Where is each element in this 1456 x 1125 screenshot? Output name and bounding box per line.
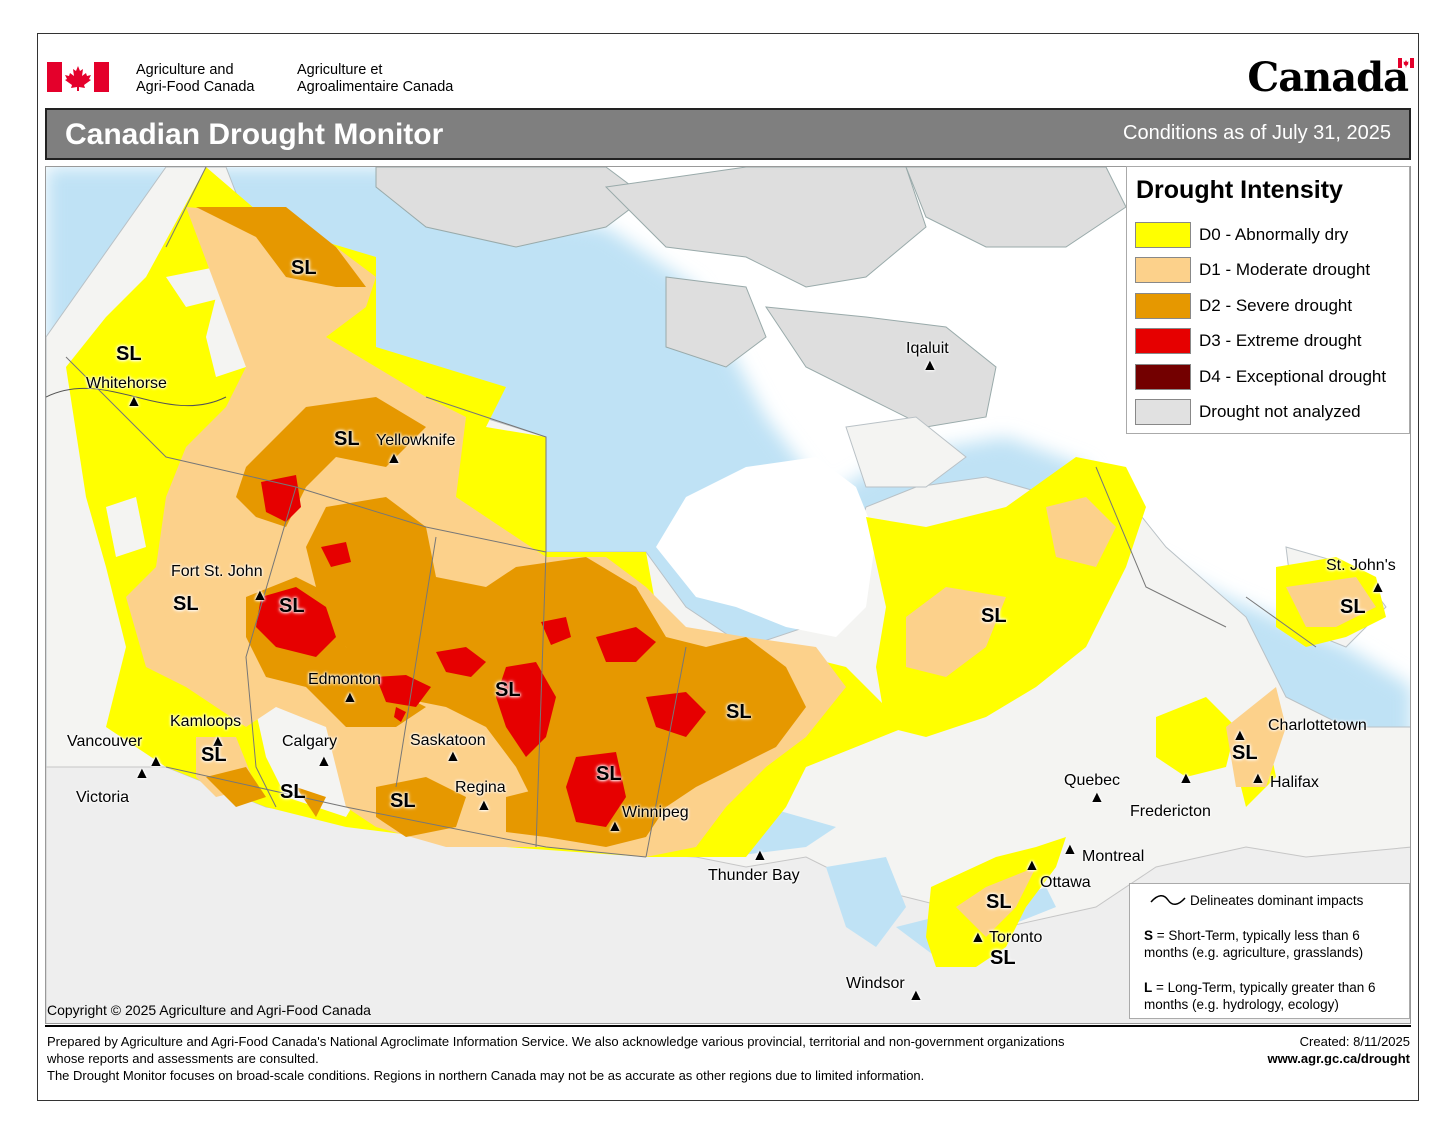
city-marker-yellowknife: ▲: [386, 450, 402, 467]
hudson-bay: [656, 457, 876, 637]
city-label-toronto: Toronto: [989, 929, 1043, 946]
city-label-ottawa: Ottawa: [1040, 874, 1091, 891]
city-marker-calgary: ▲: [316, 753, 332, 770]
impact-delineation-line: [46, 387, 227, 407]
city-marker-quebec: ▲: [1089, 789, 1105, 806]
legend-title: Drought Intensity: [1136, 176, 1343, 204]
city-marker-vancouver: ▲: [148, 753, 164, 770]
footer-line-1: Prepared by Agriculture and Agri-Food Ca…: [47, 1034, 1065, 1066]
legend-swatch-d2: [1135, 293, 1191, 319]
impact-label-sl: SL: [596, 763, 622, 785]
city-marker-victoria: ▲: [134, 765, 150, 782]
impact-label-sl: SL: [291, 257, 317, 279]
city-label-yellowknife: Yellowknife: [376, 432, 456, 449]
legend-swatch-d3: [1135, 328, 1191, 354]
city-marker-fort-st-john: ▲: [252, 587, 268, 604]
city-marker-thunder-bay: ▲: [752, 847, 768, 864]
province-boundaries: [65, 167, 1317, 858]
created-date: Created: 8/11/2025: [1299, 1034, 1410, 1049]
impact-label-sl: SL: [201, 744, 227, 766]
impact-label-sl: SL: [1232, 742, 1258, 764]
conditions-date: Conditions as of July 31, 2025: [1123, 122, 1391, 144]
city-marker-fredericton: ▲: [1178, 770, 1194, 787]
city-label-edmonton: Edmonton: [308, 671, 381, 688]
impact-label-sl: SL: [116, 343, 142, 365]
city-label-vancouver: Vancouver: [67, 733, 143, 750]
city-label-halifax: Halifax: [1270, 774, 1319, 791]
city-label-charlottetown: Charlottetown: [1268, 717, 1367, 734]
city-label-fredericton: Fredericton: [1130, 803, 1211, 820]
legend-swatch-d4: [1135, 364, 1191, 390]
canada-wordmark-flag-icon: [1398, 58, 1414, 68]
impact-line-icon: [1150, 895, 1186, 905]
arctic-islands: [375, 167, 1127, 428]
footer-line-2: The Drought Monitor focuses on broad-sca…: [47, 1068, 925, 1083]
agency-name-en: Agriculture and Agri-Food Canada: [136, 62, 255, 95]
footer-created: Created: 8/11/2025 www.agr.gc.ca/drought: [1267, 1033, 1410, 1067]
city-marker-montreal: ▲: [1062, 841, 1078, 858]
city-label-kamloops: Kamloops: [170, 713, 242, 730]
city-label-iqaluit: Iqaluit: [906, 340, 949, 357]
impact-label-sl: SL: [990, 947, 1016, 969]
city-label-victoria: Victoria: [76, 789, 130, 806]
impact-label-sl: SL: [495, 679, 521, 701]
impact-label-sl: SL: [981, 605, 1007, 627]
drought-d3-areas: [256, 475, 706, 827]
impact-label-sl: SL: [390, 790, 416, 812]
impact-label-sl: SL: [280, 781, 306, 803]
city-marker-st-johns: ▲: [1370, 579, 1386, 596]
city-marker-halifax: ▲: [1250, 770, 1266, 787]
city-label-fort-st-john: Fort St. John: [171, 563, 263, 580]
agency-name-fr: Agriculture et Agroalimentaire Canada: [297, 62, 454, 95]
city-marker-windsor: ▲: [908, 987, 924, 1004]
impact-label-sl: SL: [1340, 596, 1366, 618]
city-marker-edmonton: ▲: [342, 689, 358, 706]
impact-label-sl: SL: [334, 428, 360, 450]
city-marker-toronto: ▲: [970, 929, 986, 946]
drought-url-link[interactable]: www.agr.gc.ca/drought: [1267, 1051, 1410, 1066]
impacts-short-term: S = Short-Term, typically less than 6 mo…: [1144, 928, 1364, 960]
copyright-text: Copyright © 2025 Agriculture and Agri-Fo…: [47, 1002, 371, 1018]
impact-label-sl: SL: [986, 891, 1012, 913]
city-label-saskatoon: Saskatoon: [410, 732, 486, 749]
footer-notes: Prepared by Agriculture and Agri-Food Ca…: [47, 1033, 1077, 1084]
legend-swatch-d0: [1135, 222, 1191, 248]
city-label-st-johns: St. John's: [1326, 557, 1396, 574]
city-label-quebec: Quebec: [1064, 772, 1121, 789]
legend-swatch-d1: [1135, 257, 1191, 283]
drought-intensity-legend: Drought Intensity D0 - Abnormally dry D1…: [1126, 166, 1410, 434]
city-marker-whitehorse: ▲: [126, 393, 142, 410]
impacts-legend: Delineates dominant impacts S = Short-Te…: [1129, 883, 1410, 1019]
canada-flag-icon: [47, 62, 109, 92]
city-label-winnipeg: Winnipeg: [622, 804, 689, 821]
impact-label-sl: SL: [726, 701, 752, 723]
city-marker-kamloops: ▲: [210, 733, 226, 750]
city-marker-saskatoon: ▲: [445, 748, 461, 765]
footer-divider: [45, 1025, 1411, 1027]
impacts-delineates-text: Delineates dominant impacts: [1190, 893, 1364, 908]
city-marker-charlottetown: ▲: [1232, 727, 1248, 744]
city-marker-winnipeg: ▲: [607, 818, 623, 835]
page-title: Canadian Drought Monitor: [65, 118, 444, 151]
city-label-montreal: Montreal: [1082, 848, 1145, 865]
city-label-whitehorse: Whitehorse: [86, 375, 167, 392]
city-label-regina: Regina: [455, 779, 506, 796]
impacts-long-term: L = Long-Term, typically greater than 6 …: [1144, 980, 1376, 1012]
impact-label-sl: SL: [173, 593, 199, 615]
city-label-windsor: Windsor: [846, 975, 905, 992]
city-label-calgary: Calgary: [282, 733, 338, 750]
city-label-thunder-bay: Thunder Bay: [708, 867, 800, 884]
title-bar: Canadian Drought Monitor Conditions as o…: [45, 108, 1411, 160]
city-marker-ottawa: ▲: [1024, 857, 1040, 874]
legend-swatch-not-analyzed: [1135, 399, 1191, 425]
city-marker-regina: ▲: [476, 797, 492, 814]
city-marker-iqaluit: ▲: [922, 357, 938, 374]
impact-label-sl: SL: [279, 595, 305, 617]
canada-wordmark: Canada: [1247, 54, 1414, 101]
